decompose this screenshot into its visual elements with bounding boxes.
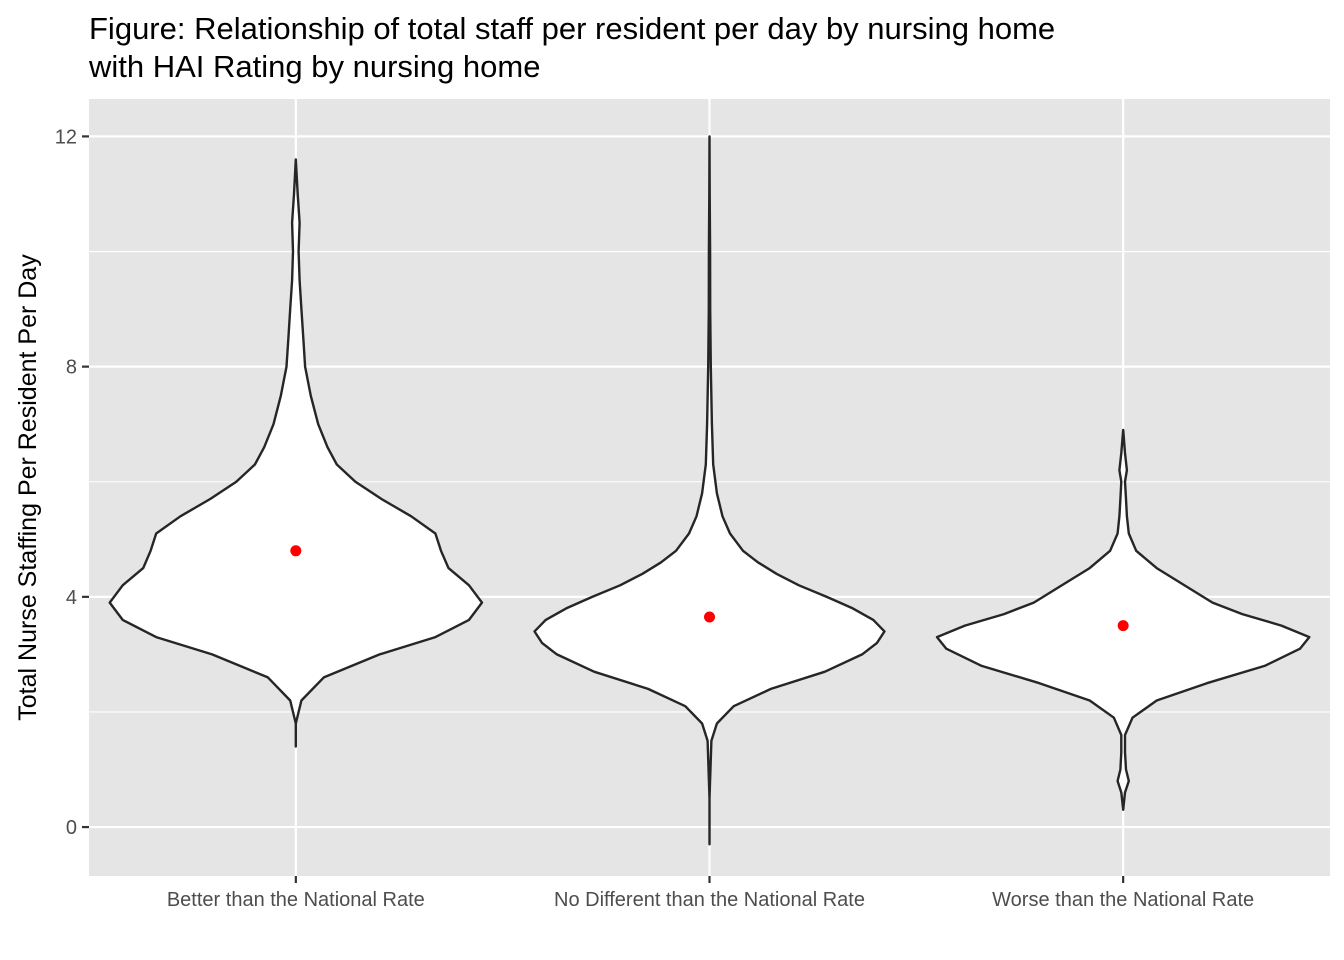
violin <box>108 158 484 748</box>
mean-point <box>290 545 302 557</box>
violins <box>108 135 1311 846</box>
y-axis-title: Total Nurse Staffing Per Resident Per Da… <box>14 254 42 721</box>
y-tick-label: 4 <box>66 587 77 609</box>
violin <box>533 135 886 846</box>
chart-title: Figure: Relationship of total staff per … <box>89 11 1056 46</box>
mean-point <box>1117 620 1129 632</box>
y-tick-label: 12 <box>55 126 77 148</box>
x-axis: Better than the National Rate No Differen… <box>167 876 1254 911</box>
x-tick-label: Better than the National Rate <box>167 889 425 911</box>
y-tick-label: 0 <box>66 817 77 839</box>
mean-points <box>290 545 1129 632</box>
mean-point <box>704 611 715 623</box>
chart-title-block: Figure: Relationship of total staff per … <box>89 10 1055 86</box>
x-tick-label: Worse than the National Rate <box>992 889 1254 911</box>
chart-subtitle: with HAI Rating by nursing home <box>89 49 541 84</box>
y-axis: 0 4 8 12 <box>55 126 89 839</box>
x-tick-label: No Different than the National Rate <box>554 889 865 911</box>
violin <box>935 428 1311 811</box>
y-tick-label: 8 <box>66 357 77 379</box>
